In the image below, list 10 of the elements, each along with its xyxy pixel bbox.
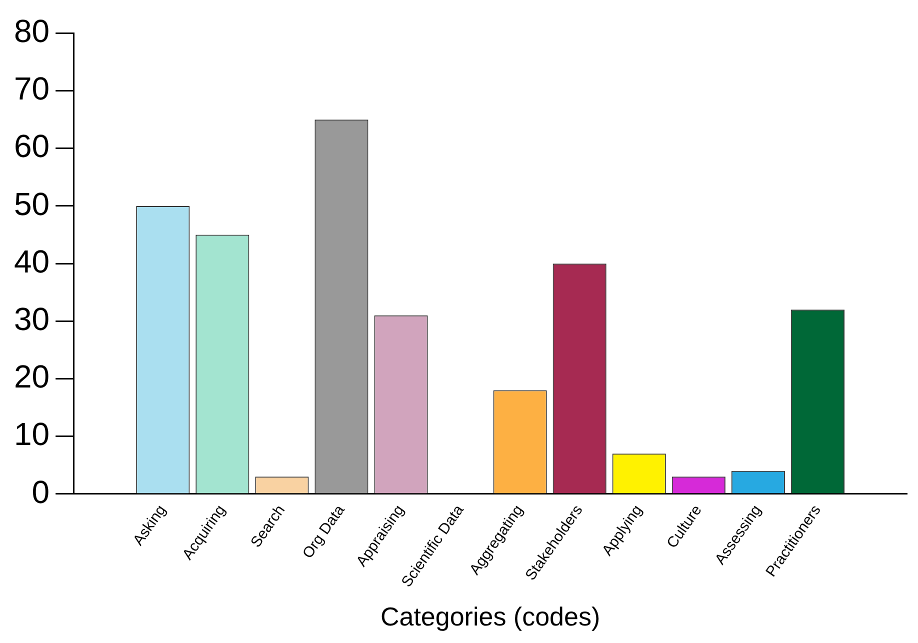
y-tick-label: 40 <box>14 243 50 280</box>
y-tick-label: 10 <box>14 416 50 452</box>
y-tick-label: 30 <box>14 300 50 337</box>
y-tick-label: 20 <box>14 358 50 395</box>
y-tick-label: 50 <box>14 186 50 222</box>
x-axis-title: Categories (codes) <box>380 602 600 632</box>
y-tick-label: 70 <box>14 70 50 107</box>
y-tick-label: 0 <box>32 474 50 510</box>
y-tick-label: 60 <box>14 128 50 164</box>
y-tick-label: 80 <box>14 13 50 50</box>
